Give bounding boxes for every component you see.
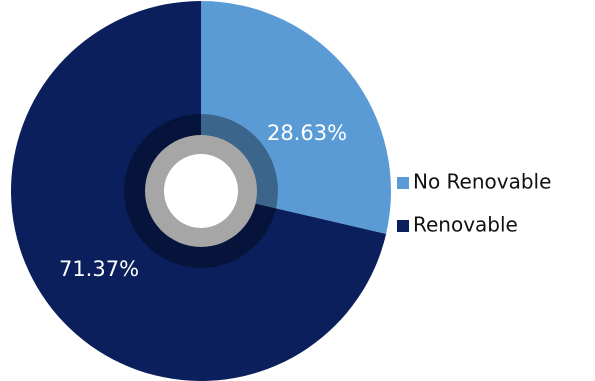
slice-label-no-renovable: 28.63%	[267, 121, 347, 145]
center-hole	[164, 154, 238, 228]
legend: No Renovable Renovable	[397, 170, 551, 237]
pie-center-decoration	[124, 114, 278, 268]
slice-labels: 28.63% 71.37%	[59, 121, 347, 281]
legend-label-no-renovable: No Renovable	[413, 170, 551, 194]
legend-label-renovable: Renovable	[413, 213, 518, 237]
legend-swatch-no-renovable	[397, 177, 409, 189]
legend-swatch-renovable	[397, 220, 409, 232]
slice-label-renovable: 71.37%	[59, 257, 139, 281]
